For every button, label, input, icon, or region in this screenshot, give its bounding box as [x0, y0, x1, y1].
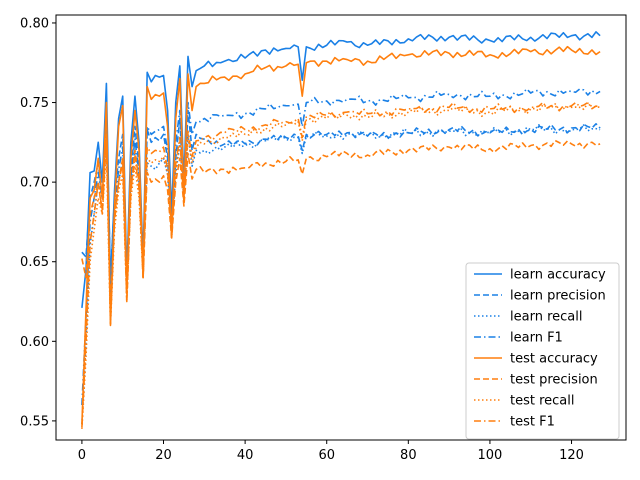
legend-label: learn precision	[510, 289, 606, 304]
series-line-test-precision	[81, 133, 601, 311]
x-tick-label: 80	[400, 448, 417, 463]
x-tick-label: 20	[155, 448, 172, 463]
y-axis-ticks: 0.55 0.60 0.65 0.70 0.75 0.80	[20, 16, 56, 429]
y-tick-label: 0.70	[20, 176, 49, 191]
x-tick-label: 100	[478, 448, 503, 463]
y-tick-label: 0.55	[20, 414, 49, 429]
y-tick-label: 0.80	[20, 16, 49, 31]
series-line-test-F1	[81, 101, 601, 428]
y-tick-label: 0.75	[20, 96, 49, 111]
x-axis-ticks: 0 20 40 60 80 100 120	[78, 440, 584, 463]
legend: learn accuracy learn precision learn recal…	[465, 262, 620, 440]
y-tick-label: 0.60	[20, 335, 49, 350]
legend-label: test recall	[510, 394, 575, 409]
legend-box	[465, 262, 620, 440]
x-tick-label: 40	[237, 448, 254, 463]
series-line-test-accuracy	[81, 45, 601, 425]
y-tick-label: 0.65	[20, 255, 49, 270]
legend-label: test F1	[510, 415, 555, 430]
plot-frame	[55, 14, 627, 441]
series-lines	[81, 31, 601, 429]
x-tick-label: 0	[78, 448, 86, 463]
series-line-learn-recall	[81, 124, 601, 425]
series-line-test-recall	[81, 102, 601, 429]
x-tick-label: 120	[559, 448, 584, 463]
legend-label: learn accuracy	[510, 268, 606, 283]
legend-label: learn F1	[510, 331, 563, 346]
x-tick-label: 60	[318, 448, 335, 463]
legend-label: test accuracy	[510, 352, 598, 367]
legend-label: learn recall	[510, 310, 582, 325]
legend-label: test precision	[510, 373, 598, 388]
